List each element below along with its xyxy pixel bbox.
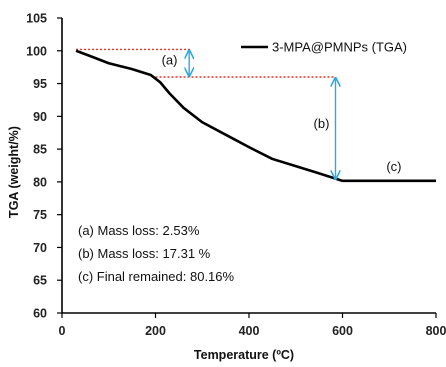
legend-label: 3-MPA@PMNPs (TGA) bbox=[272, 40, 407, 55]
annotation-label: (b) bbox=[314, 116, 330, 131]
y-axis-title: TGA (weight/%) bbox=[7, 126, 21, 218]
tick-layer: 0 200 400 600 800 60 65 70 75 80 85 90 95 100 105 bbox=[26, 12, 446, 339]
x-tick-label: 600 bbox=[332, 324, 353, 338]
x-axis-title: Temperature (ºC) bbox=[194, 348, 294, 362]
series-layer bbox=[75, 49, 436, 183]
y-tick-label: 65 bbox=[33, 274, 47, 288]
y-tick-label: 105 bbox=[26, 12, 47, 26]
annotation-label: (a) bbox=[162, 53, 178, 68]
y-tick-label: 85 bbox=[33, 143, 47, 157]
x-tick-label: 800 bbox=[426, 324, 446, 338]
mass-loss-note: (b) Mass loss: 17.31 % bbox=[78, 246, 211, 261]
y-tick-label: 70 bbox=[33, 241, 47, 255]
x-tick-label: 400 bbox=[239, 324, 260, 338]
y-tick-label: 60 bbox=[33, 307, 47, 321]
legend: 3-MPA@PMNPs (TGA) bbox=[241, 40, 407, 55]
arrow-layer bbox=[189, 50, 335, 178]
y-tick-label: 75 bbox=[33, 208, 47, 222]
x-tick-label: 200 bbox=[145, 324, 166, 338]
series-line-tga bbox=[75, 49, 436, 183]
mass-loss-note: (c) Final remained: 80.16% bbox=[78, 269, 235, 284]
y-tick-label: 80 bbox=[33, 175, 47, 189]
y-tick-label: 90 bbox=[33, 110, 47, 124]
reference-lines bbox=[76, 48, 336, 78]
x-tick-label: 0 bbox=[59, 324, 66, 338]
y-tick-label: 100 bbox=[26, 44, 47, 58]
y-tick-label: 95 bbox=[33, 77, 47, 91]
annotation-label: (c) bbox=[386, 159, 401, 174]
annotation-layer: (a) (b) (c) (a) Mass loss: 2.53% (b) Mass lo… bbox=[78, 53, 402, 284]
mass-loss-note: (a) Mass loss: 2.53% bbox=[78, 223, 200, 238]
